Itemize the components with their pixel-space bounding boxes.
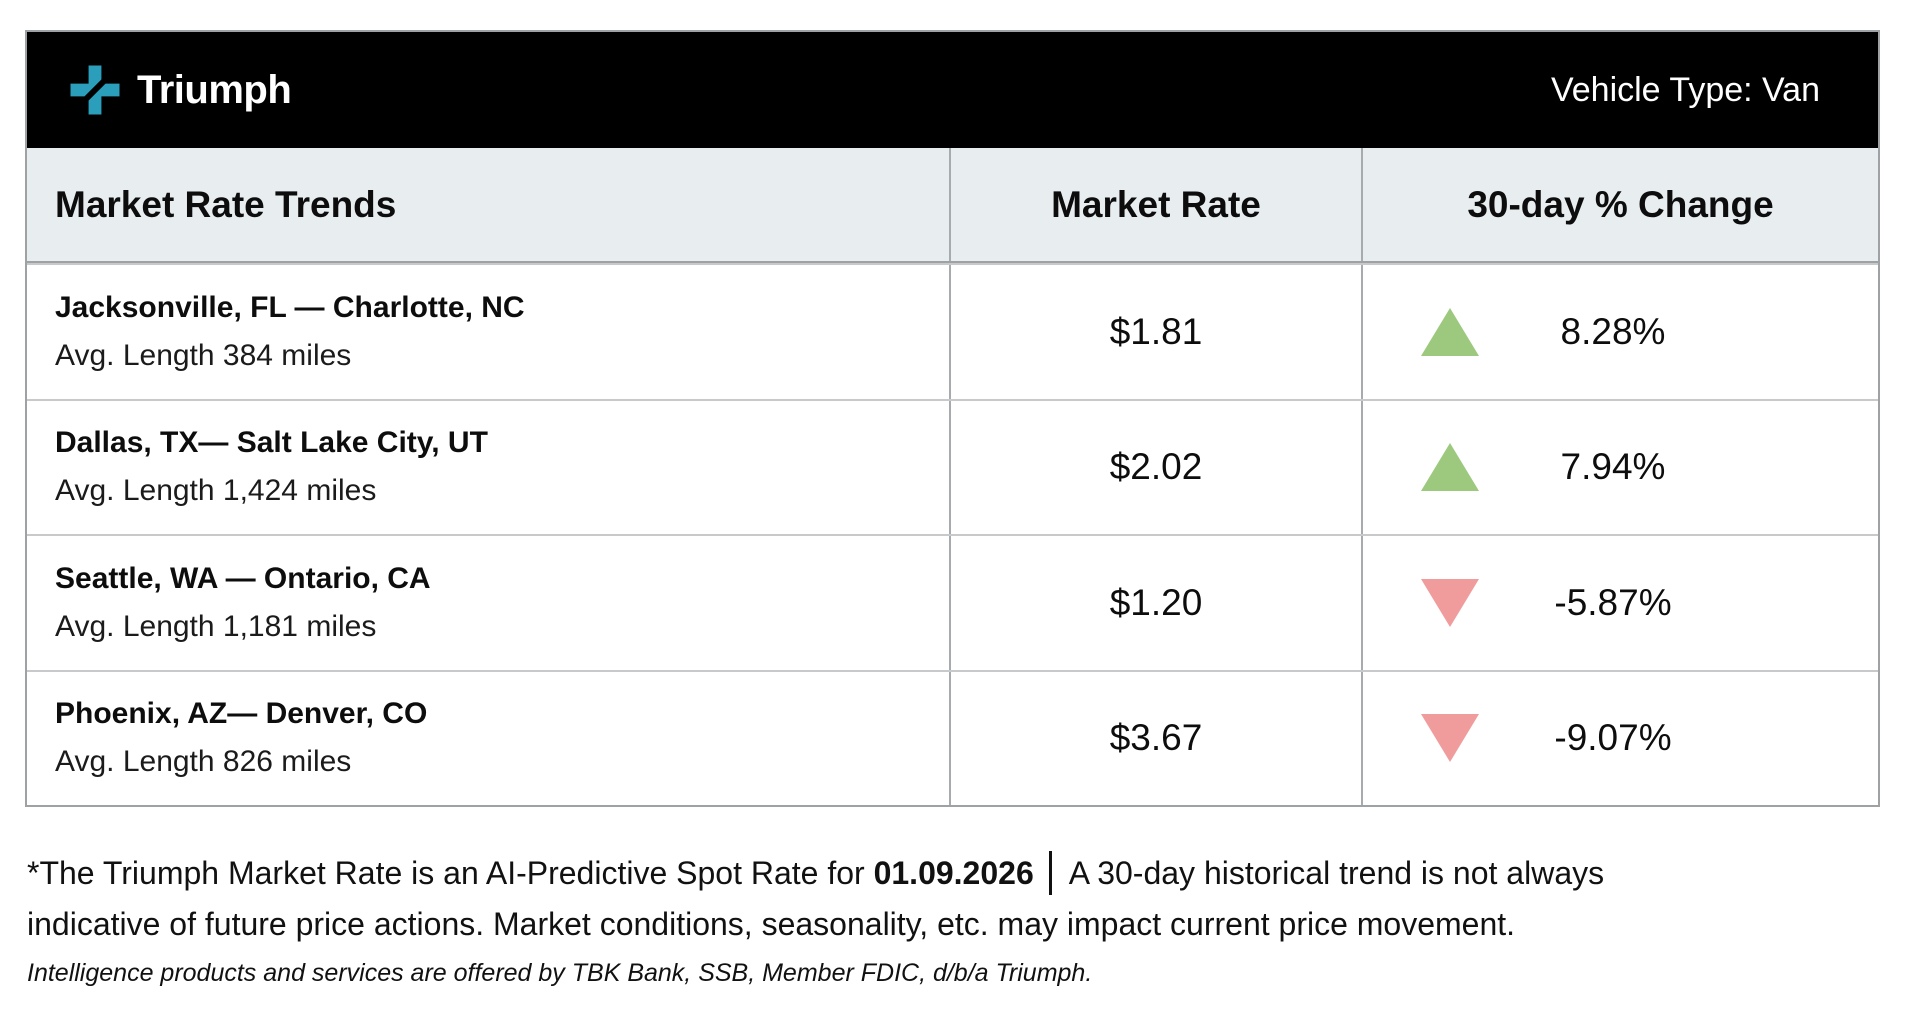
column-header-change: 30-day % Change <box>1361 148 1878 261</box>
trend-down-icon <box>1421 578 1479 627</box>
market-rate-value: $2.02 <box>949 400 1361 534</box>
table-row: Dallas, TX— Salt Lake City, UT Avg. Leng… <box>27 398 1878 535</box>
lane-cell: Phoenix, AZ— Denver, CO Avg. Length 826 … <box>27 672 949 806</box>
footnote-line1-prefix: *The Triumph Market Rate is an AI-Predic… <box>27 855 874 891</box>
trend-up-icon <box>1421 307 1479 356</box>
lane-name: Jacksonville, FL — Charlotte, NC <box>55 290 525 324</box>
footnote: *The Triumph Market Rate is an AI-Predic… <box>27 848 1887 990</box>
lane-name: Phoenix, AZ— Denver, CO <box>55 697 428 731</box>
change-value: 7.94% <box>1560 446 1666 488</box>
footnote-line-1: *The Triumph Market Rate is an AI-Predic… <box>27 848 1887 899</box>
column-header-rate: Market Rate <box>949 148 1361 261</box>
lane-avg-length: Avg. Length 826 miles <box>55 745 352 779</box>
market-rate-value: $1.20 <box>949 536 1361 670</box>
trend-up-icon <box>1421 443 1479 492</box>
footnote-line1-suffix: A 30-day historical trend is not always <box>1068 855 1605 891</box>
change-cell: 8.28% <box>1361 265 1878 399</box>
footnote-date: 01.09.2026 <box>873 855 1034 891</box>
table-row: Phoenix, AZ— Denver, CO Avg. Length 826 … <box>27 669 1878 806</box>
brand-logo: Triumph <box>67 62 292 118</box>
table-row: Seattle, WA — Ontario, CA Avg. Length 1,… <box>27 534 1878 670</box>
market-rate-value: $3.67 <box>949 671 1361 805</box>
change-value: -5.87% <box>1554 581 1672 623</box>
market-rate-value: $1.81 <box>949 265 1361 399</box>
trend-down-icon <box>1421 714 1479 763</box>
change-cell: -9.07% <box>1361 671 1878 805</box>
lane-avg-length: Avg. Length 384 miles <box>55 338 352 372</box>
lane-avg-length: Avg. Length 1,181 miles <box>55 609 377 643</box>
lane-name: Dallas, TX— Salt Lake City, UT <box>55 426 488 460</box>
change-cell: -5.87% <box>1361 536 1878 670</box>
lane-avg-length: Avg. Length 1,424 miles <box>55 474 377 508</box>
table-header-row: Market Rate Trends Market Rate 30-day % … <box>27 148 1878 263</box>
vertical-divider <box>1048 851 1052 895</box>
lane-cell: Dallas, TX— Salt Lake City, UT Avg. Leng… <box>27 401 949 535</box>
change-value: 8.28% <box>1560 310 1666 352</box>
lane-cell: Seattle, WA — Ontario, CA Avg. Length 1,… <box>27 536 949 670</box>
top-bar: Triumph Vehicle Type: Van <box>27 32 1878 148</box>
change-cell: 7.94% <box>1361 400 1878 534</box>
change-value: -9.07% <box>1554 717 1672 759</box>
footnote-line-2: indicative of future price actions. Mark… <box>27 905 1516 942</box>
brand-name: Triumph <box>137 67 292 112</box>
vehicle-type-label: Vehicle Type: Van <box>1550 70 1820 109</box>
column-header-lane: Market Rate Trends <box>55 183 397 225</box>
footnote-legal: Intelligence products and services are o… <box>27 959 1093 988</box>
table-row: Jacksonville, FL — Charlotte, NC Avg. Le… <box>27 263 1878 399</box>
lane-name: Seattle, WA — Ontario, CA <box>55 561 431 595</box>
triumph-cross-icon <box>67 62 137 118</box>
lane-cell: Jacksonville, FL — Charlotte, NC Avg. Le… <box>27 265 949 399</box>
rate-card: Triumph Vehicle Type: Van Market Rate Tr… <box>25 30 1880 807</box>
